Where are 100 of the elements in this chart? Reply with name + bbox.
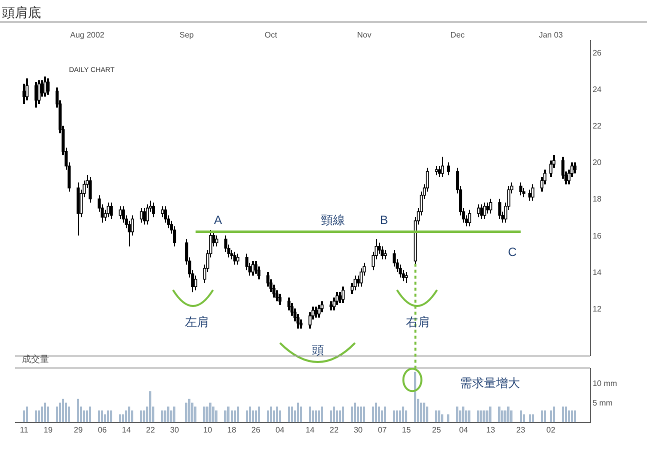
x-tick-label: 14 bbox=[306, 426, 316, 435]
bar bbox=[384, 406, 386, 422]
bar bbox=[164, 410, 166, 422]
bar bbox=[523, 414, 525, 422]
bar bbox=[483, 410, 486, 422]
x-tick-label: 13 bbox=[486, 426, 496, 435]
y-tick-label: 24 bbox=[592, 85, 602, 94]
bar bbox=[194, 406, 196, 422]
bar bbox=[98, 410, 100, 422]
x-tick-label: 02 bbox=[546, 426, 556, 435]
bar bbox=[131, 410, 134, 422]
x-tick-label: 15 bbox=[402, 426, 412, 435]
bar bbox=[321, 406, 323, 422]
annotation: 右肩 bbox=[406, 315, 430, 329]
x-tick-label: 30 bbox=[354, 426, 364, 435]
bar bbox=[363, 406, 365, 422]
bar bbox=[426, 406, 428, 422]
bar bbox=[191, 402, 194, 422]
bar bbox=[574, 410, 576, 422]
annotation: 頸線 bbox=[321, 213, 345, 227]
bar bbox=[128, 406, 130, 422]
annotation: 頭 bbox=[312, 343, 324, 357]
bar bbox=[38, 410, 40, 422]
bar bbox=[107, 410, 110, 422]
bar bbox=[276, 406, 278, 422]
bar bbox=[143, 410, 146, 422]
bar bbox=[339, 410, 341, 422]
bar bbox=[83, 410, 85, 422]
bar bbox=[227, 406, 230, 422]
annotation: C bbox=[508, 245, 517, 259]
bar bbox=[565, 406, 567, 422]
bar bbox=[209, 402, 212, 422]
bar bbox=[318, 410, 320, 422]
annotation: 成交量 bbox=[22, 354, 49, 364]
bar bbox=[26, 406, 28, 422]
bar bbox=[507, 406, 510, 422]
bar bbox=[125, 410, 128, 422]
bar bbox=[65, 402, 67, 422]
bar bbox=[297, 402, 299, 422]
bar bbox=[381, 410, 384, 422]
bar bbox=[234, 410, 236, 422]
bar bbox=[315, 410, 317, 422]
bar bbox=[333, 406, 335, 422]
bar bbox=[279, 410, 281, 422]
chart-title: 頭肩底 bbox=[2, 5, 41, 20]
bar bbox=[273, 410, 275, 422]
bar bbox=[89, 406, 92, 422]
bar bbox=[246, 410, 248, 422]
bar bbox=[520, 410, 522, 422]
x-tick-label: 04 bbox=[275, 426, 285, 435]
bar bbox=[510, 410, 512, 422]
bar bbox=[330, 410, 332, 422]
x-tick-label: 10 bbox=[203, 426, 213, 435]
bar bbox=[486, 410, 488, 422]
y-tick-label: 10 mm bbox=[592, 379, 618, 388]
bar bbox=[288, 406, 290, 422]
bar bbox=[68, 406, 70, 422]
bar bbox=[188, 398, 190, 422]
bar bbox=[35, 410, 37, 422]
x-tick-label: Dec bbox=[450, 30, 465, 40]
bar bbox=[462, 406, 464, 422]
y-tick-label: 5 mm bbox=[592, 398, 613, 408]
bar bbox=[468, 410, 470, 422]
bar bbox=[396, 410, 398, 422]
bar bbox=[119, 414, 122, 422]
x-tick-label: 18 bbox=[227, 426, 237, 435]
bar bbox=[498, 406, 500, 422]
y-tick-label: 14 bbox=[592, 268, 602, 277]
bar bbox=[231, 410, 233, 422]
bar bbox=[351, 406, 353, 422]
bar bbox=[378, 406, 380, 422]
x-tick-label: Jan 03 bbox=[538, 30, 564, 40]
bar bbox=[249, 406, 251, 422]
bar bbox=[59, 402, 61, 422]
bar bbox=[149, 391, 152, 422]
bar bbox=[255, 410, 257, 422]
bar bbox=[110, 410, 112, 422]
annotation: 左肩 bbox=[185, 315, 209, 329]
bar bbox=[44, 402, 46, 422]
y-tick-label: 18 bbox=[592, 194, 602, 204]
bar bbox=[47, 406, 49, 422]
bar bbox=[212, 406, 214, 422]
bar bbox=[342, 406, 344, 422]
x-tick-label: 30 bbox=[170, 426, 180, 435]
bar bbox=[140, 410, 142, 422]
bar bbox=[357, 406, 359, 422]
bar bbox=[405, 410, 408, 422]
bar bbox=[122, 414, 124, 422]
x-tick-label: 06 bbox=[98, 426, 108, 435]
bar bbox=[423, 402, 426, 422]
bar bbox=[170, 410, 172, 422]
x-tick-label: 07 bbox=[378, 426, 388, 435]
bar bbox=[562, 406, 564, 422]
annotation: B bbox=[380, 213, 388, 227]
bar bbox=[541, 410, 543, 422]
bar bbox=[447, 414, 450, 422]
x-tick-label: 04 bbox=[459, 426, 469, 435]
x-tick-label: Nov bbox=[357, 30, 372, 40]
bar bbox=[237, 406, 239, 422]
bar bbox=[161, 410, 164, 422]
